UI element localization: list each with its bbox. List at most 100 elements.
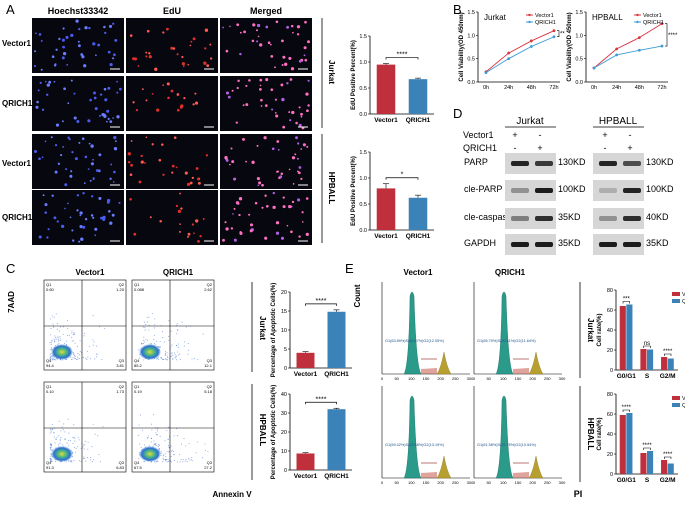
- event-dot: [83, 448, 85, 450]
- cell-dot: [113, 53, 116, 57]
- event-dot: [163, 455, 165, 457]
- x-tick-label: 300: [559, 376, 566, 381]
- event-dot: [53, 316, 55, 318]
- event-dot: [76, 446, 78, 448]
- event-dot: [92, 339, 94, 341]
- event-dot: [139, 443, 141, 445]
- cell-dot: [64, 207, 66, 210]
- event-dot: [78, 460, 81, 462]
- cell-dot: [161, 143, 164, 146]
- cell-dot: [127, 152, 131, 156]
- cell-dot: [110, 163, 113, 166]
- cell-dot: [224, 155, 228, 160]
- event-dot: [50, 459, 52, 461]
- x-tick-label: 300: [467, 480, 474, 485]
- event-dot: [144, 327, 146, 329]
- cell-dot: [282, 196, 285, 199]
- y-tick-label: 0.0: [467, 80, 475, 86]
- panel-c-column-label: QRICH1: [163, 268, 194, 277]
- event-dot: [158, 444, 160, 446]
- cell-cluster: [51, 344, 73, 360]
- bar: [619, 415, 626, 474]
- event-dot: [155, 340, 157, 342]
- sig-label: ****: [397, 52, 408, 59]
- bar: [619, 306, 626, 370]
- group-label-jurkat: Jurkat: [258, 316, 267, 340]
- quadrant-value: 85.2: [134, 363, 143, 368]
- cell-dot: [292, 31, 294, 34]
- event-dot: [166, 451, 168, 453]
- event-dot: [96, 345, 98, 347]
- y-tick-label: 0.5: [359, 86, 367, 92]
- event-dot: [59, 338, 61, 340]
- x-tick-label: QRICH1: [324, 473, 349, 480]
- cell-dot: [280, 83, 284, 87]
- data-point: [615, 47, 619, 51]
- event-dot: [143, 321, 145, 323]
- event-dot: [158, 448, 161, 450]
- g2-peak: [528, 351, 544, 375]
- cell-dot: [92, 159, 94, 161]
- event-dot: [73, 353, 75, 355]
- cell-dot: [249, 223, 254, 227]
- cell-dot: [80, 53, 84, 56]
- cell-dot: [290, 24, 294, 28]
- cell-dot: [255, 29, 259, 32]
- cell-dot: [51, 55, 55, 58]
- cell-dot: [286, 25, 290, 29]
- cell-dot: [197, 177, 200, 181]
- x-tick-label: G2/M: [660, 373, 676, 380]
- event-dot: [86, 457, 88, 459]
- event-dot: [49, 358, 51, 360]
- event-dot: [172, 359, 174, 361]
- event-dot: [87, 448, 89, 450]
- cell-dot: [191, 176, 194, 180]
- event-dot: [188, 442, 190, 444]
- event-dot: [207, 450, 209, 452]
- blot-strip: [505, 180, 556, 201]
- quadrant-value: 3.81: [116, 363, 125, 368]
- cell-dot: [129, 198, 132, 201]
- cell-cluster: [139, 344, 161, 360]
- event-dot: [166, 352, 168, 354]
- y-tick-label: 60: [607, 412, 613, 418]
- event-dot: [68, 445, 70, 447]
- event-dot: [184, 341, 186, 343]
- cell-dot: [297, 198, 301, 202]
- event-dot: [49, 354, 51, 356]
- event-dot: [155, 442, 157, 444]
- cell-dot: [148, 52, 151, 55]
- cell-dot: [145, 51, 148, 54]
- sig-label: ****: [316, 298, 327, 305]
- y-tick-label: 0: [610, 472, 613, 478]
- event-dot: [50, 342, 52, 344]
- x-tick-label: QRICH1: [406, 233, 431, 240]
- event-dot: [156, 445, 158, 447]
- cell-dot: [301, 211, 304, 214]
- event-dot: [73, 459, 75, 461]
- cell-dot: [298, 166, 302, 169]
- event-dot: [67, 418, 69, 420]
- protein-label: cle-PARP: [464, 184, 502, 194]
- condition-sign: -: [514, 143, 517, 153]
- cell-dot: [280, 172, 284, 176]
- bar: [376, 64, 396, 114]
- cell-dot: [300, 115, 303, 118]
- event-dot: [162, 337, 164, 339]
- event-dot: [166, 461, 168, 463]
- cell-dot: [307, 79, 310, 82]
- cell-dot: [307, 104, 310, 107]
- cell-dot: [112, 117, 114, 119]
- cell-dot: [41, 108, 45, 112]
- cell-dot: [141, 88, 144, 91]
- microscopy-tile: [32, 190, 124, 245]
- cell-dot: [73, 116, 77, 120]
- event-dot: [59, 440, 61, 442]
- y-tick-label: 80: [607, 392, 613, 398]
- event-dot: [141, 343, 143, 345]
- event-dot: [56, 323, 58, 325]
- cell-dot: [257, 184, 260, 187]
- event-dot: [72, 442, 74, 444]
- protein-band: [623, 188, 641, 193]
- event-dot: [58, 336, 60, 338]
